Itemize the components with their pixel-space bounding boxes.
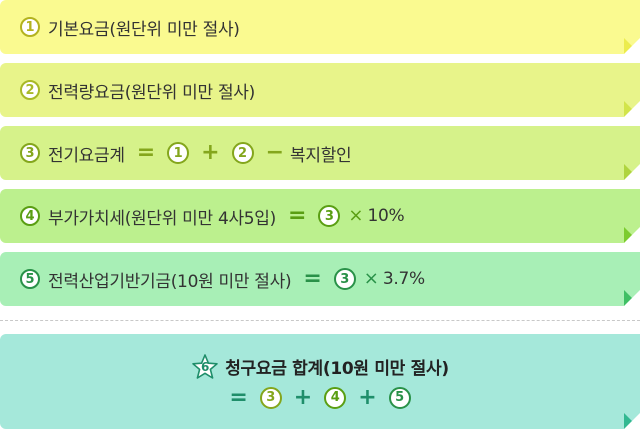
section-divider bbox=[0, 320, 640, 321]
page-fold-icon bbox=[624, 290, 640, 306]
page-fold-icon bbox=[624, 413, 640, 429]
welfare-discount-label: 복지할인 bbox=[290, 145, 352, 166]
number-badge: 5 bbox=[20, 269, 40, 289]
number-badge: 4 bbox=[20, 206, 40, 226]
fee-item-label: 전력량요금(원단위 미만 절사) bbox=[48, 82, 255, 103]
total-charge-card: 6 청구요금 합계(10원 미만 절사) = 3 + 4 + 5 bbox=[0, 334, 640, 429]
page-fold-icon bbox=[624, 38, 640, 54]
fee-item-basic: 1 기본요금(원단위 미만 절사) bbox=[0, 0, 640, 54]
page-fold-icon bbox=[624, 164, 640, 180]
plus-sign: + bbox=[293, 384, 313, 410]
equals-sign: = bbox=[136, 140, 156, 165]
star-number-icon: 6 bbox=[191, 353, 219, 381]
number-badge: 1 bbox=[20, 17, 40, 37]
fee-item-energy: 2 전력량요금(원단위 미만 절사) bbox=[0, 63, 640, 117]
star-number: 6 bbox=[201, 359, 210, 374]
page-fold-icon bbox=[624, 227, 640, 243]
fund-rate-value: 3.7% bbox=[382, 269, 425, 289]
fee-item-label: 부가가치세(원단위 미만 4사5입) bbox=[48, 208, 276, 229]
fee-item-electricity-total: 3 전기요금계 = 1 + 2 − 복지할인 bbox=[0, 126, 640, 180]
fee-item-label: 기본요금(원단위 미만 절사) bbox=[48, 19, 240, 40]
equals-sign: = bbox=[287, 203, 307, 228]
number-badge: 1 bbox=[167, 142, 190, 164]
plus-sign: + bbox=[201, 140, 220, 165]
number-badge: 3 bbox=[20, 143, 40, 163]
fee-item-fund: 5 전력산업기반기금(10원 미만 절사) = 3 × 3.7% bbox=[0, 252, 640, 306]
number-badge: 3 bbox=[318, 205, 341, 227]
multiply-sign: × bbox=[348, 205, 364, 226]
vat-rate-value: 10% bbox=[367, 206, 405, 226]
number-badge: 2 bbox=[231, 142, 254, 164]
total-title: 청구요금 합계(10원 미만 절사) bbox=[225, 359, 449, 379]
fee-item-label: 전기요금계 bbox=[48, 145, 125, 166]
minus-sign: − bbox=[265, 140, 285, 165]
equals-sign: = bbox=[229, 384, 248, 410]
number-badge: 3 bbox=[333, 268, 356, 290]
fee-item-label: 전력산업기반기금(10원 미만 절사) bbox=[48, 271, 292, 292]
plus-sign: + bbox=[358, 384, 377, 410]
equals-sign: = bbox=[303, 266, 322, 291]
number-badge: 5 bbox=[388, 386, 411, 409]
page-fold-icon bbox=[624, 101, 640, 117]
number-badge: 3 bbox=[259, 386, 282, 409]
number-badge: 2 bbox=[20, 80, 40, 100]
fee-item-vat: 4 부가가치세(원단위 미만 4사5입) = 3 × 10% bbox=[0, 189, 640, 243]
number-badge: 4 bbox=[324, 386, 347, 409]
multiply-sign: × bbox=[363, 268, 379, 289]
